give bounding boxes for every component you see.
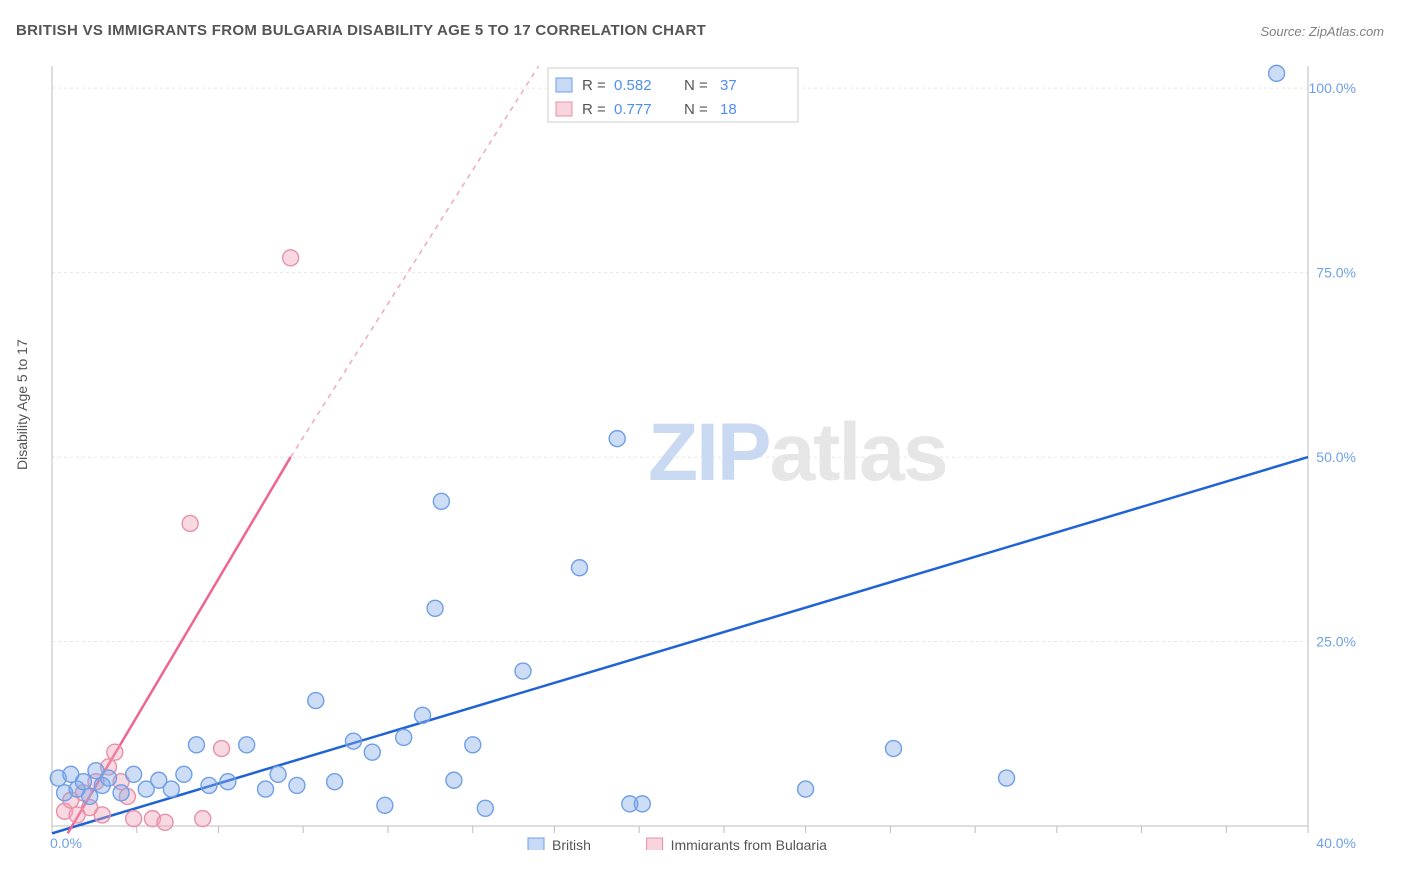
r-legend-n-label: N = (684, 101, 708, 118)
data-point-british (477, 800, 493, 816)
svg-text:ZIPatlas: ZIPatlas (648, 407, 946, 498)
data-point-british (327, 774, 343, 790)
data-point-british (82, 788, 98, 804)
bottom-legend-swatch (528, 838, 544, 850)
data-point-british (465, 737, 481, 753)
data-point-british (364, 744, 380, 760)
y-tick-label: 75.0% (1316, 265, 1356, 281)
data-point-british (886, 741, 902, 757)
r-legend-r-value: 0.777 (614, 101, 652, 118)
data-point-british (634, 796, 650, 812)
data-point-british (427, 600, 443, 616)
data-point-british (201, 777, 217, 793)
chart-svg: ZIPatlas R = 0.582 N = 37 R = 0.777 N = 18 Brit… (48, 60, 1358, 850)
data-point-british (126, 766, 142, 782)
watermark-zip: ZIP (648, 407, 770, 498)
bottom-legend-label: Immigrants from Bulgaria (671, 837, 828, 850)
data-point-british (1269, 65, 1285, 81)
y-tick-label: 100.0% (1309, 80, 1356, 96)
data-point-british (446, 772, 462, 788)
x-tick-label: 40.0% (1316, 835, 1356, 850)
regression-line-british (52, 457, 1308, 833)
regression-line-bulgaria-extrapolated (291, 66, 539, 457)
data-point-bulgaria (94, 807, 110, 823)
data-point-bulgaria (214, 741, 230, 757)
data-point-british (220, 774, 236, 790)
data-point-british (377, 797, 393, 813)
r-legend-n-value: 37 (720, 77, 737, 94)
data-point-british (572, 560, 588, 576)
chart-plot-area: ZIPatlas R = 0.582 N = 37 R = 0.777 N = 18 Brit… (48, 60, 1358, 850)
y-tick-label: 50.0% (1316, 449, 1356, 465)
bottom-legend-label: British (552, 837, 591, 850)
data-point-bulgaria (157, 814, 173, 830)
data-point-bulgaria (107, 744, 123, 760)
data-point-british (270, 766, 286, 782)
r-legend-r-label: R = (582, 77, 606, 94)
r-legend-swatch (556, 102, 572, 116)
data-point-bulgaria (195, 811, 211, 827)
data-point-british (289, 777, 305, 793)
data-point-british (345, 733, 361, 749)
data-point-british (308, 693, 324, 709)
data-point-bulgaria (182, 515, 198, 531)
data-point-british (239, 737, 255, 753)
data-point-british (515, 663, 531, 679)
data-point-british (798, 781, 814, 797)
data-point-british (396, 729, 412, 745)
r-legend-r-value: 0.582 (614, 77, 652, 94)
watermark-atlas: atlas (770, 407, 947, 498)
data-point-bulgaria (283, 250, 299, 266)
r-legend-r-label: R = (582, 101, 606, 118)
data-point-british (415, 707, 431, 723)
data-point-british (101, 770, 117, 786)
y-axis-label: Disability Age 5 to 17 (14, 339, 30, 470)
data-point-bulgaria (126, 811, 142, 827)
source-attribution: Source: ZipAtlas.com (1260, 24, 1384, 39)
x-tick-label: 0.0% (50, 835, 82, 850)
bottom-legend-swatch (647, 838, 663, 850)
data-point-british (163, 781, 179, 797)
data-point-british (75, 774, 91, 790)
r-legend-swatch (556, 78, 572, 92)
data-point-british (113, 785, 129, 801)
data-point-british (609, 431, 625, 447)
data-point-british (176, 766, 192, 782)
chart-title: BRITISH VS IMMIGRANTS FROM BULGARIA DISA… (16, 22, 706, 39)
r-legend-n-label: N = (684, 77, 708, 94)
data-point-british (999, 770, 1015, 786)
y-tick-label: 25.0% (1316, 634, 1356, 650)
data-point-british (433, 493, 449, 509)
r-legend-n-value: 18 (720, 101, 737, 118)
data-point-british (188, 737, 204, 753)
data-point-british (258, 781, 274, 797)
